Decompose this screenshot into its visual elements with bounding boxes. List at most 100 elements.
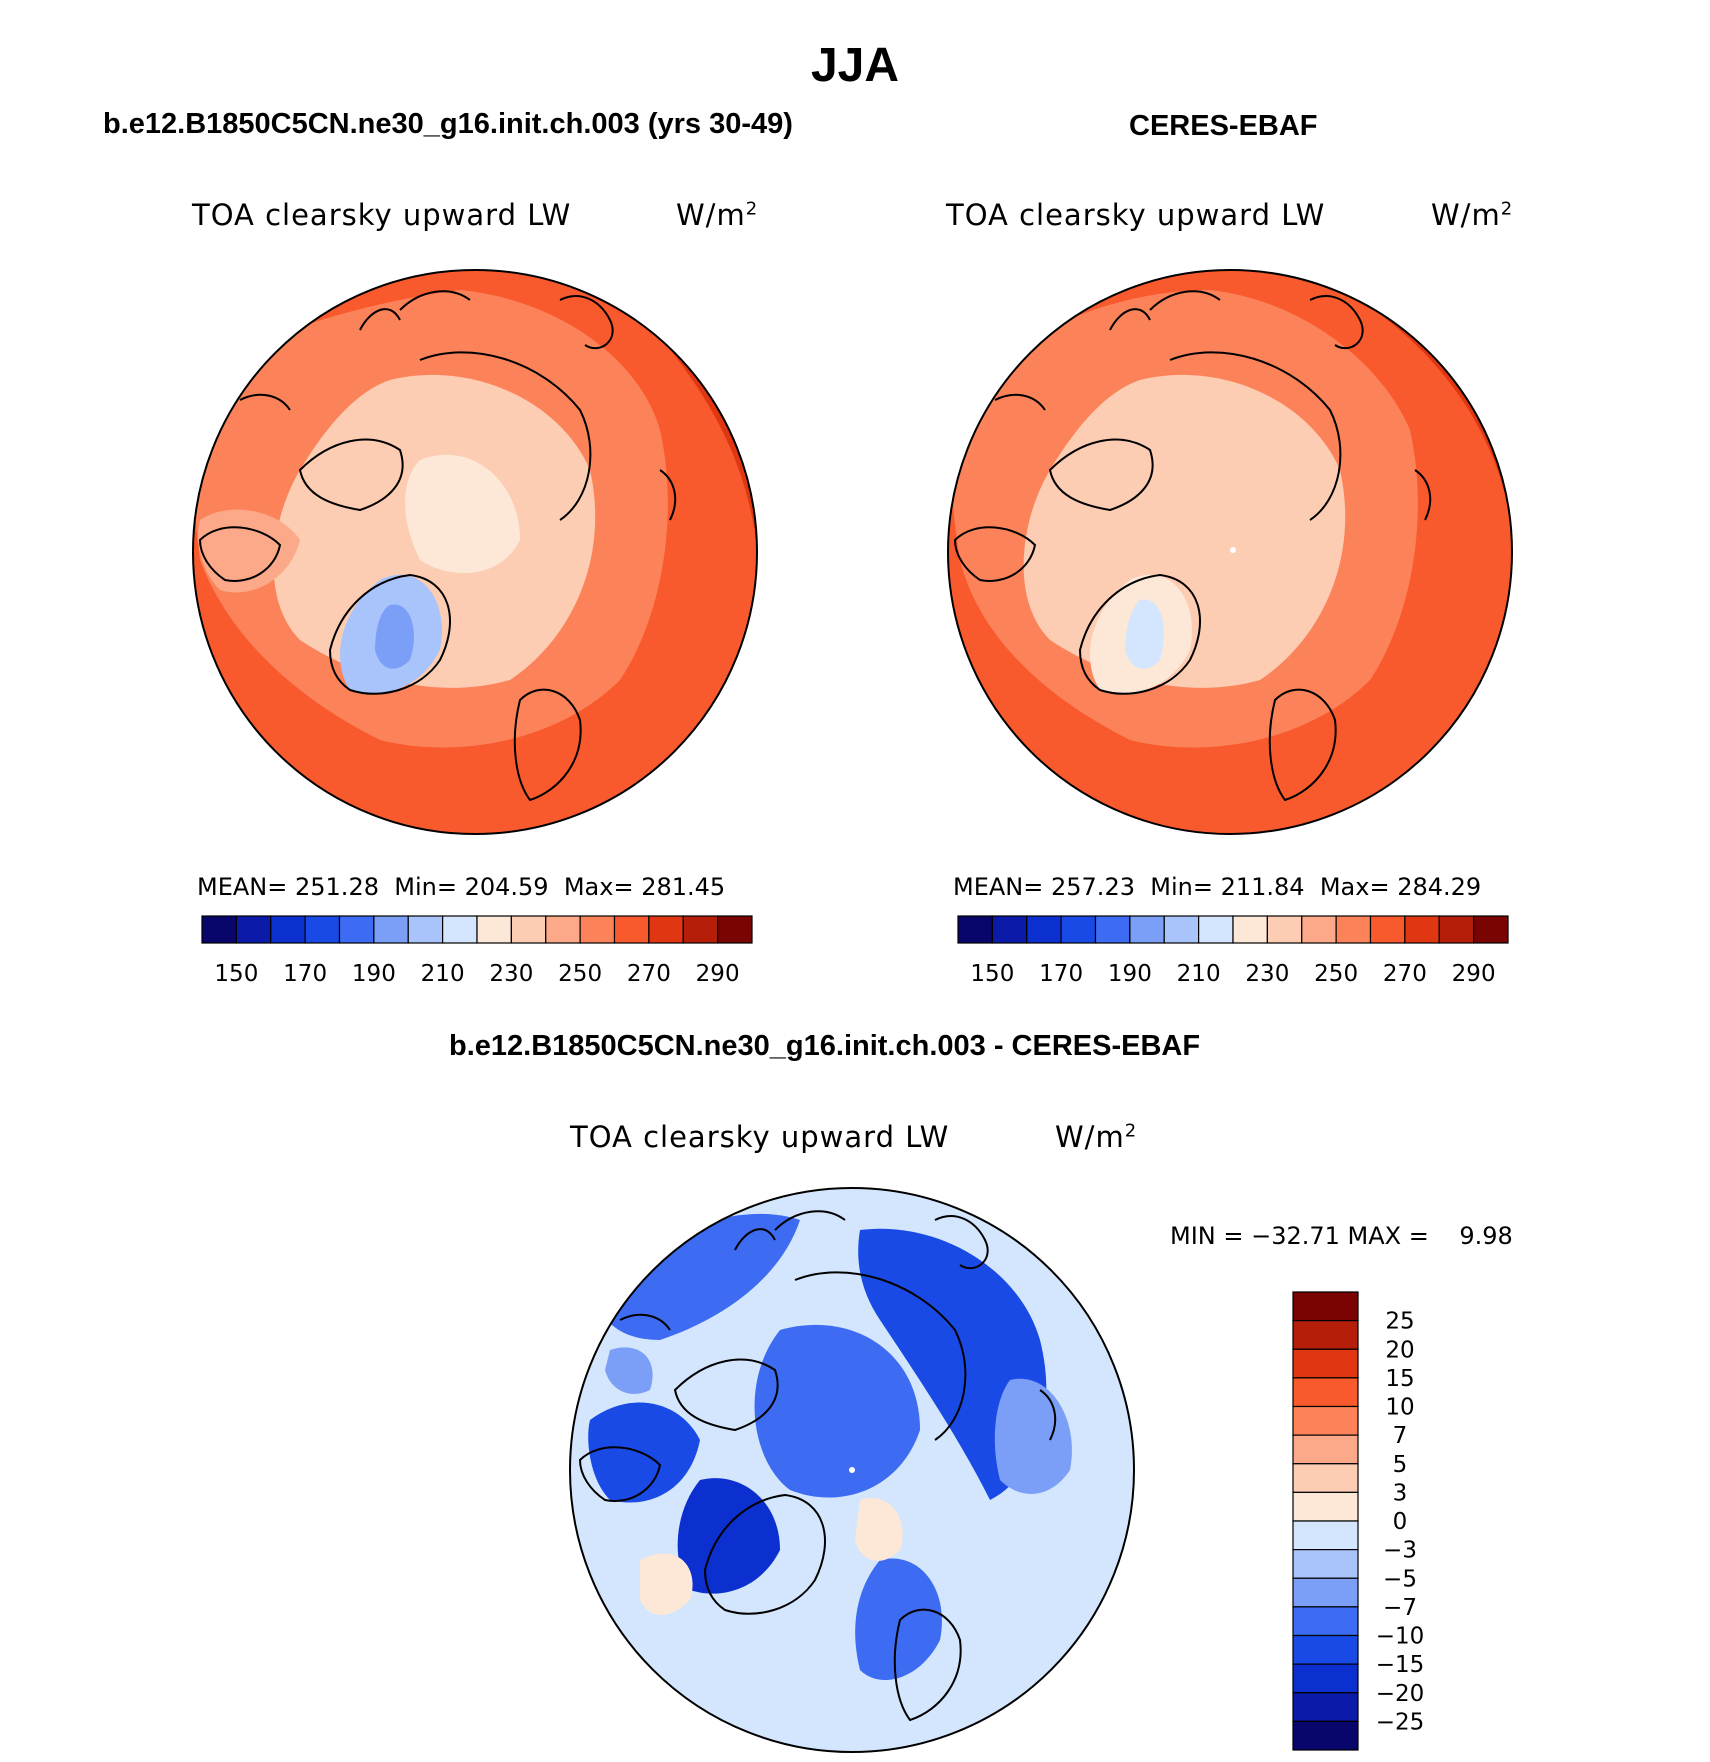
panel2-min-label: Min=	[1150, 873, 1213, 901]
panel1-colorbar-tick-label: 210	[421, 961, 465, 987]
diff-colorbar-swatch	[1292, 1463, 1359, 1493]
diff-units: W/m2	[1055, 1120, 1137, 1154]
panel1-colorbar-swatch	[545, 915, 581, 944]
panel2-colorbar-swatch	[991, 915, 1028, 944]
panel2-units-exponent: 2	[1500, 198, 1514, 220]
diff-colorbar-tick-label: 7	[1393, 1423, 1408, 1449]
panel1-min-label: Min=	[394, 873, 457, 901]
panel1-colorbar-swatch	[235, 915, 272, 944]
diff-colorbar-swatch	[1292, 1577, 1359, 1608]
panel2-colorbar-swatch	[1026, 915, 1062, 944]
panel1-colorbar-tick-label: 270	[627, 961, 671, 987]
diff-colorbar-swatch	[1292, 1606, 1359, 1637]
panel1-mean-value: 251.28	[295, 873, 379, 901]
panel1-map-border	[192, 269, 758, 835]
panel1-units: W/m2	[676, 198, 758, 232]
panel1-colorbar-swatch	[613, 915, 650, 944]
panel1-colorbar-swatch	[373, 915, 409, 944]
panel2-colorbar: 150 170 190 210 230 250 270 290	[957, 915, 1509, 987]
diff-map-border	[569, 1187, 1135, 1753]
panel1-colorbar-tick-label: 230	[489, 961, 533, 987]
panel1-max-label: Max=	[563, 873, 634, 901]
panel2-max-label: Max=	[1319, 873, 1390, 901]
panel1-colorbar-tick-label: 250	[558, 961, 602, 987]
panel1-colorbar-tick-label: 170	[283, 961, 327, 987]
diff-minmax-label: MIN = −32.71 MAX = 9.98	[1170, 1222, 1513, 1250]
diff-colorbar-tick-label: −3	[1383, 1538, 1417, 1564]
diff-colorbar-swatch	[1292, 1720, 1359, 1751]
panel2-colorbar-swatch	[957, 915, 993, 944]
diff-colorbar-tick-label: 10	[1385, 1395, 1414, 1421]
panel1-units-base: W/m	[676, 198, 746, 232]
panel1-colorbar: 150 170 190 210 230 250 270 290	[201, 915, 753, 987]
panel2-colorbar-swatch	[1438, 915, 1475, 944]
diff-colorbar-tick-label: −20	[1376, 1681, 1425, 1707]
panel2-colorbar-swatch	[1232, 915, 1268, 944]
panel1-colorbar-swatch	[648, 915, 684, 944]
panel2-colorbar-swatch	[1266, 915, 1303, 944]
panel2-colorbar-swatch	[1129, 915, 1165, 944]
figure-title: JJA	[810, 39, 900, 92]
diff-colorbar-tick-label: −10	[1376, 1624, 1425, 1650]
panel1-colorbar-swatch	[407, 915, 444, 944]
diff-colorbar-swatch	[1292, 1549, 1359, 1579]
diff-colorbar-tick-label: 3	[1393, 1480, 1408, 1506]
panel2-colorbar-swatch	[1094, 915, 1131, 944]
diff-colorbar-swatch	[1292, 1434, 1359, 1465]
panel1-colorbar-tick-label: 290	[696, 961, 740, 987]
panel2-variable-label: TOA clearsky upward LW	[946, 198, 1326, 232]
panel2-colorbar-swatch	[1404, 915, 1440, 944]
panel2-stats: MEAN= 257.23 Min= 211.84 Max= 284.29	[953, 873, 1481, 901]
panel1-colorbar-swatch	[682, 915, 719, 944]
panel1-stats: MEAN= 251.28 Min= 204.59 Max= 281.45	[197, 873, 725, 901]
diff-colorbar-tick-label: 5	[1393, 1452, 1408, 1478]
panel1-mean-label: MEAN=	[197, 873, 288, 901]
panel2-colorbar-tick-label: 250	[1314, 961, 1358, 987]
panel2-units-base: W/m	[1431, 198, 1501, 232]
panel2-colorbar-swatch	[1335, 915, 1372, 944]
diff-case-title: b.e12.B1850C5CN.ne30_g16.init.ch.003 - C…	[449, 1030, 1201, 1062]
panel1-colorbar-swatch	[201, 915, 237, 944]
panel1-colorbar-swatch	[338, 915, 375, 944]
diff-variable-label: TOA clearsky upward LW	[570, 1120, 950, 1154]
diff-polar-map	[570, 1188, 1134, 1752]
panel1-units-exponent: 2	[745, 198, 759, 220]
panel1-min-value: 204.59	[464, 873, 549, 901]
diff-colorbar-swatch	[1292, 1491, 1359, 1522]
panel1-colorbar-tick-label: 150	[214, 961, 258, 987]
diff-colorbar-swatch	[1292, 1663, 1359, 1694]
diff-colorbar-swatch	[1292, 1520, 1359, 1551]
panel2-colorbar-tick-label: 150	[970, 961, 1014, 987]
panel2-colorbar-tick-label: 230	[1245, 961, 1289, 987]
panel1-case-title: b.e12.B1850C5CN.ne30_g16.init.ch.003 (yr…	[103, 108, 793, 140]
panel2-colorbar-tick-label: 190	[1108, 961, 1152, 987]
diff-colorbar-swatch	[1292, 1377, 1359, 1408]
panel2-colorbar-swatch	[1060, 915, 1097, 944]
panel2-colorbar-swatch	[1163, 915, 1200, 944]
diff-colorbar-swatch	[1292, 1692, 1359, 1722]
panel1-max-value: 281.45	[641, 873, 726, 901]
panel2-mean-value: 257.23	[1051, 873, 1135, 901]
diff-colorbar-tick-label: 25	[1385, 1309, 1414, 1335]
diff-units-exponent: 2	[1124, 1120, 1138, 1142]
panel2-colorbar-tick-label: 170	[1039, 961, 1083, 987]
panel2-colorbar-swatch	[1198, 915, 1234, 944]
panel2-colorbar-tick-label: 290	[1452, 961, 1496, 987]
diff-colorbar-tick-label: 15	[1385, 1366, 1414, 1392]
panel2-min-value: 211.84	[1220, 873, 1305, 901]
diff-colorbar-tick-label: −15	[1376, 1652, 1425, 1678]
panel1-colorbar-swatch	[442, 915, 478, 944]
diff-colorbar-swatch	[1292, 1291, 1359, 1322]
panel2-case-title: CERES-EBAF	[1129, 110, 1318, 142]
panel2-colorbar-swatch	[1473, 915, 1509, 944]
panel1-colorbar-swatch	[717, 915, 753, 944]
panel2-colorbar-tick-label: 210	[1177, 961, 1221, 987]
panel2-mean-label: MEAN=	[953, 873, 1044, 901]
panel1-colorbar-swatch	[510, 915, 547, 944]
diff-colorbar-swatch	[1292, 1348, 1359, 1379]
diff-colorbar-swatch	[1292, 1405, 1359, 1436]
panel2-colorbar-tick-label: 270	[1383, 961, 1427, 987]
panel1-colorbar-tick-label: 190	[352, 961, 396, 987]
